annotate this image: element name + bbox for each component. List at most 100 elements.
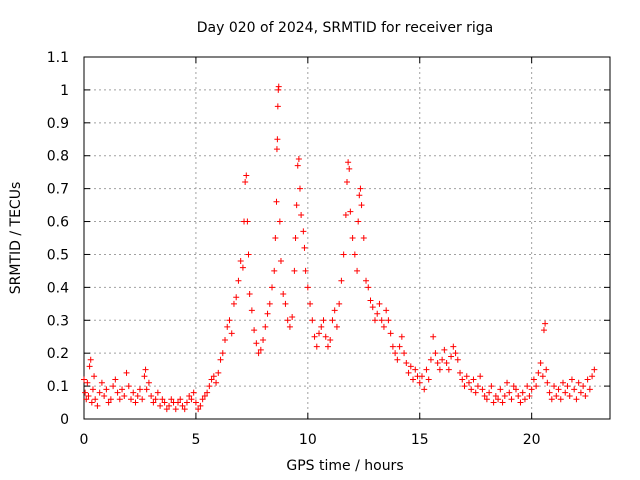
- data-point: [163, 406, 170, 413]
- data-point: [96, 389, 103, 396]
- data-point: [275, 83, 282, 90]
- data-point: [183, 399, 190, 406]
- data-point: [83, 396, 90, 403]
- data-point: [396, 343, 403, 350]
- data-point: [139, 396, 146, 403]
- data-point: [418, 373, 425, 380]
- data-point: [159, 396, 166, 403]
- data-point: [237, 258, 244, 265]
- data-point: [208, 376, 215, 383]
- data-point: [333, 323, 340, 330]
- data-point: [582, 392, 589, 399]
- data-point: [311, 333, 318, 340]
- data-point: [81, 376, 87, 383]
- data-point: [427, 356, 434, 363]
- data-point: [329, 317, 336, 324]
- data-point: [358, 202, 365, 209]
- y-tick-label: 0.5: [47, 247, 69, 263]
- data-point: [524, 383, 531, 390]
- data-point: [313, 343, 320, 350]
- data-point: [213, 379, 220, 386]
- data-point: [331, 307, 338, 314]
- data-point: [273, 198, 280, 205]
- data-point: [300, 228, 307, 235]
- data-point: [387, 330, 394, 337]
- data-point: [551, 383, 558, 390]
- data-point: [105, 399, 112, 406]
- data-point: [344, 179, 350, 186]
- data-point: [181, 406, 188, 413]
- data-point: [401, 350, 408, 357]
- data-point: [292, 235, 299, 241]
- data-point: [591, 366, 598, 373]
- data-point: [568, 376, 575, 383]
- data-point: [277, 258, 284, 265]
- data-point: [345, 159, 352, 166]
- data-point: [463, 373, 470, 380]
- data-point: [85, 392, 92, 399]
- data-point: [260, 337, 267, 344]
- data-point: [557, 396, 564, 403]
- data-point: [309, 317, 316, 324]
- data-point: [87, 356, 94, 363]
- data-point: [148, 392, 155, 399]
- data-point: [439, 356, 446, 363]
- data-point: [575, 379, 582, 386]
- y-tick-label: 0.9: [47, 116, 69, 132]
- data-point: [157, 402, 164, 409]
- data-point: [490, 399, 497, 406]
- data-point: [316, 330, 323, 337]
- data-point: [114, 389, 121, 396]
- data-point: [282, 300, 289, 307]
- data-point: [257, 346, 264, 353]
- data-point: [88, 399, 95, 406]
- data-point: [412, 366, 419, 373]
- data-point: [530, 376, 537, 383]
- data-point: [245, 251, 252, 258]
- x-tick-label: 20: [523, 432, 541, 448]
- data-point: [468, 386, 475, 393]
- data-point: [210, 373, 217, 380]
- data-point: [190, 389, 197, 396]
- x-axis-ticks: 0 5 10 15 20: [80, 57, 541, 448]
- data-point: [577, 389, 584, 396]
- data-point: [515, 392, 522, 399]
- data-point: [457, 369, 464, 376]
- data-point: [112, 376, 119, 383]
- data-point: [499, 399, 506, 406]
- data-point: [161, 399, 168, 406]
- data-point: [192, 399, 199, 406]
- data-point: [383, 307, 390, 314]
- data-point: [125, 383, 132, 390]
- plot-frame: [83, 56, 611, 420]
- data-point: [546, 389, 553, 396]
- data-point: [119, 386, 126, 393]
- data-point: [378, 317, 385, 324]
- data-point: [371, 317, 378, 324]
- data-point: [251, 327, 258, 334]
- data-point: [465, 379, 472, 386]
- data-point: [295, 156, 302, 163]
- data-point: [103, 386, 110, 393]
- data-point: [233, 294, 240, 301]
- data-point: [230, 300, 237, 307]
- data-point: [506, 389, 513, 396]
- data-point: [134, 392, 141, 399]
- data-point: [179, 402, 186, 409]
- y-tick-label: 1: [60, 83, 69, 99]
- data-point: [302, 267, 309, 274]
- data-point: [132, 399, 139, 406]
- data-point: [226, 317, 233, 324]
- data-point: [91, 373, 98, 380]
- data-point: [376, 300, 383, 307]
- data-point: [92, 396, 99, 403]
- data-point: [389, 343, 396, 350]
- data-point: [486, 389, 493, 396]
- data-point: [562, 389, 569, 396]
- data-point: [206, 383, 213, 390]
- data-point: [526, 392, 533, 399]
- data-point: [274, 103, 281, 110]
- data-point: [82, 389, 89, 396]
- data-point: [318, 323, 325, 330]
